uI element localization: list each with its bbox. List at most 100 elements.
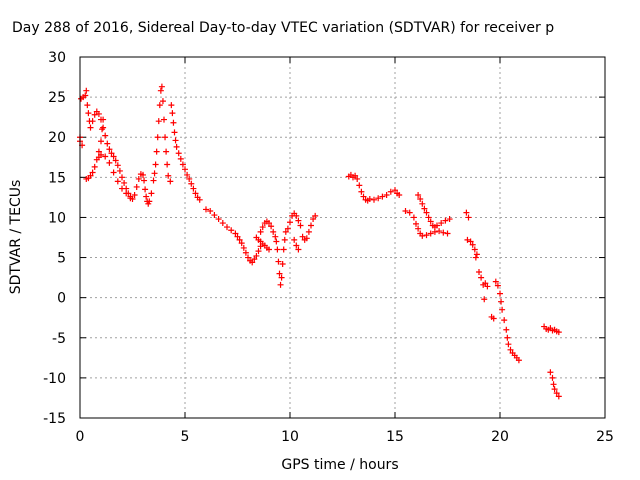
data-point <box>427 230 434 237</box>
data-point <box>297 222 304 229</box>
data-point <box>375 195 382 202</box>
data-point <box>507 346 514 353</box>
y-tick-label: -5 <box>52 331 66 347</box>
data-point <box>91 111 98 118</box>
data-point <box>463 209 470 216</box>
data-point <box>282 228 289 235</box>
plot-frame <box>79 56 606 419</box>
data-point <box>553 390 560 397</box>
data-point <box>106 146 113 153</box>
data-point <box>253 252 260 259</box>
data-point <box>129 195 136 202</box>
data-point <box>478 274 485 281</box>
data-point <box>152 161 159 168</box>
data-point <box>110 153 117 160</box>
data-point <box>446 216 453 223</box>
data-point <box>305 228 312 235</box>
data-point <box>106 159 113 166</box>
data-point <box>465 214 472 221</box>
data-point <box>162 134 169 141</box>
data-point <box>278 274 285 281</box>
x-axis-label: GPS time / hours <box>281 457 399 473</box>
data-point <box>119 174 125 181</box>
data-point <box>89 169 96 176</box>
data-point <box>423 209 430 216</box>
data-point <box>415 191 422 198</box>
data-point <box>547 369 554 376</box>
y-tick-label: 10 <box>48 210 66 226</box>
data-point <box>310 216 317 223</box>
data-point <box>464 236 471 243</box>
data-point <box>98 116 104 123</box>
data-point <box>224 224 230 231</box>
data-point <box>114 178 121 185</box>
data-point <box>358 188 365 195</box>
data-point <box>473 251 480 258</box>
data-point <box>505 341 512 348</box>
data-point <box>104 140 111 147</box>
data-point <box>175 150 182 157</box>
data-point <box>177 155 184 162</box>
data-point <box>84 102 91 109</box>
data-point <box>427 218 434 225</box>
data-point <box>85 110 92 117</box>
data-point <box>236 236 243 243</box>
data-point <box>114 162 121 169</box>
y-tick-label: -15 <box>43 411 66 427</box>
axis-ticks: 0 5 10 15 20 25 -15 -10 -5 0 5 10 15 20 25 30 <box>43 50 614 445</box>
data-point <box>434 222 440 229</box>
data-point <box>406 209 413 216</box>
data-point <box>366 195 373 202</box>
data-point <box>151 170 158 177</box>
data-point <box>133 183 140 190</box>
data-point <box>98 138 104 145</box>
data-point <box>167 178 174 185</box>
data-point <box>169 110 176 117</box>
data-point <box>143 193 150 200</box>
data-point <box>425 214 432 221</box>
data-point <box>146 198 153 205</box>
data-point <box>164 161 171 168</box>
data-point <box>131 191 138 198</box>
data-point <box>482 280 489 287</box>
data-point <box>272 233 279 240</box>
data-point <box>110 169 117 176</box>
data-point <box>83 87 90 94</box>
data-point <box>155 118 162 125</box>
data-point <box>484 283 491 290</box>
data-point <box>172 137 179 144</box>
data-point <box>308 222 314 229</box>
data-point <box>207 208 214 215</box>
data-point <box>266 220 272 227</box>
data-point <box>436 228 443 235</box>
chart-title: Day 288 of 2016, Sidereal Day-to-day VTE… <box>12 20 555 36</box>
data-point <box>274 246 281 253</box>
data-point <box>354 175 361 182</box>
data-point <box>444 230 451 237</box>
data-point <box>276 270 283 277</box>
data-point <box>158 83 165 90</box>
data-point <box>299 233 306 240</box>
data-point <box>188 180 195 187</box>
data-point <box>163 148 170 155</box>
data-point <box>504 334 511 341</box>
data-point <box>293 212 300 219</box>
data-point <box>281 236 288 243</box>
data-point <box>87 172 94 179</box>
x-tick-label: 10 <box>281 429 299 445</box>
data-point <box>251 256 258 263</box>
data-point <box>417 195 424 202</box>
data-point <box>312 212 319 219</box>
data-point <box>102 153 109 160</box>
data-point <box>182 166 188 173</box>
data-point <box>186 175 193 182</box>
data-point <box>268 223 275 230</box>
data-point <box>273 238 280 245</box>
data-point <box>98 151 104 158</box>
data-point <box>291 236 298 243</box>
data-point <box>490 315 497 322</box>
data-point <box>240 244 247 251</box>
data-point <box>277 281 284 288</box>
